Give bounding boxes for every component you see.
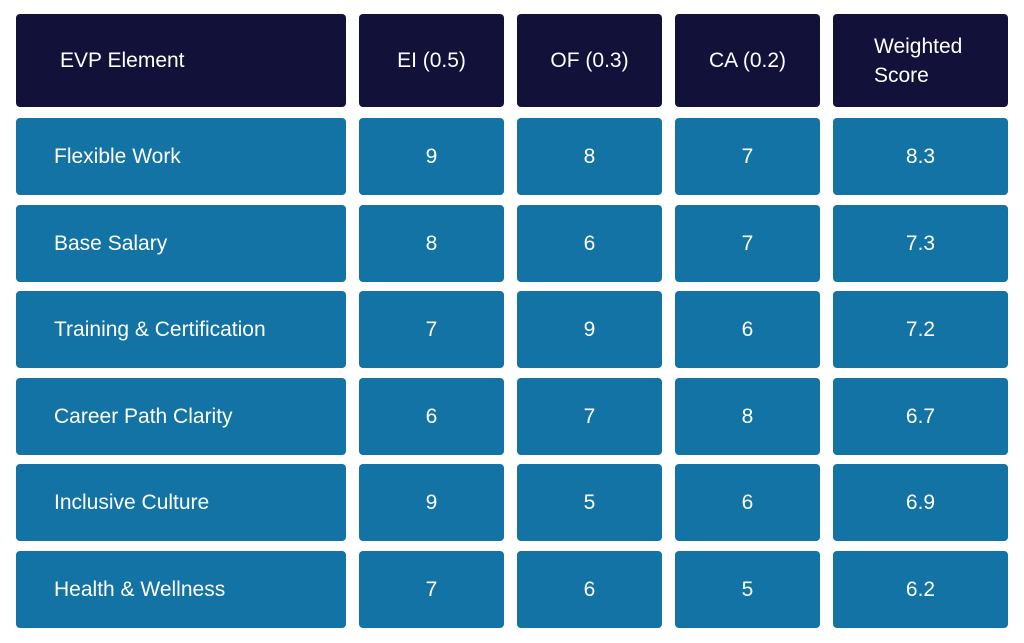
row-label-health-and-wellness: Health & Wellness [16, 551, 346, 628]
table-cell: 6.9 [833, 464, 1008, 541]
table-cell: 6.2 [833, 551, 1008, 628]
table-cell: 6 [517, 551, 662, 628]
table-cell: 6 [675, 291, 820, 368]
table-cell: 8 [359, 205, 504, 282]
table-cell: 7 [675, 118, 820, 195]
header-label: EVP Element [60, 49, 185, 72]
row-label-career-path-clarity: Career Path Clarity [16, 378, 346, 455]
table-cell: 9 [359, 118, 504, 195]
table-cell: 6.7 [833, 378, 1008, 455]
row-label-inclusive-culture: Inclusive Culture [16, 464, 346, 541]
row-label-flexible-work: Flexible Work [16, 118, 346, 195]
table-cell: 6 [675, 464, 820, 541]
table-cell: 9 [359, 464, 504, 541]
table-cell: 7 [517, 378, 662, 455]
table-cell: 7 [359, 551, 504, 628]
row-label-base-salary: Base Salary [16, 205, 346, 282]
table-cell: 6 [517, 205, 662, 282]
header-cell-of-0-3: OF (0.3) [517, 14, 662, 107]
header-cell-ca-0-2: CA (0.2) [675, 14, 820, 107]
table-cell: 8.3 [833, 118, 1008, 195]
table-cell: 7.2 [833, 291, 1008, 368]
table-cell: 5 [517, 464, 662, 541]
table-cell: 8 [517, 118, 662, 195]
table-cell: 8 [675, 378, 820, 455]
header-cell-ei-0-5: EI (0.5) [359, 14, 504, 107]
table-cell: 6 [359, 378, 504, 455]
row-label-training-and-certification: Training & Certification [16, 291, 346, 368]
header-label: OF (0.3) [550, 49, 629, 72]
header-label: Weighted Score [874, 34, 963, 87]
header-label: CA (0.2) [708, 49, 787, 72]
header-cell-weighted-score: Weighted Score [833, 14, 1008, 107]
table-cell: 5 [675, 551, 820, 628]
header-label: EI (0.5) [397, 49, 466, 72]
table-cell: 7 [675, 205, 820, 282]
header-cell-evp-element: EVP Element [16, 14, 346, 107]
table-cell: 7.3 [833, 205, 1008, 282]
table-cell: 7 [359, 291, 504, 368]
table-cell: 9 [517, 291, 662, 368]
